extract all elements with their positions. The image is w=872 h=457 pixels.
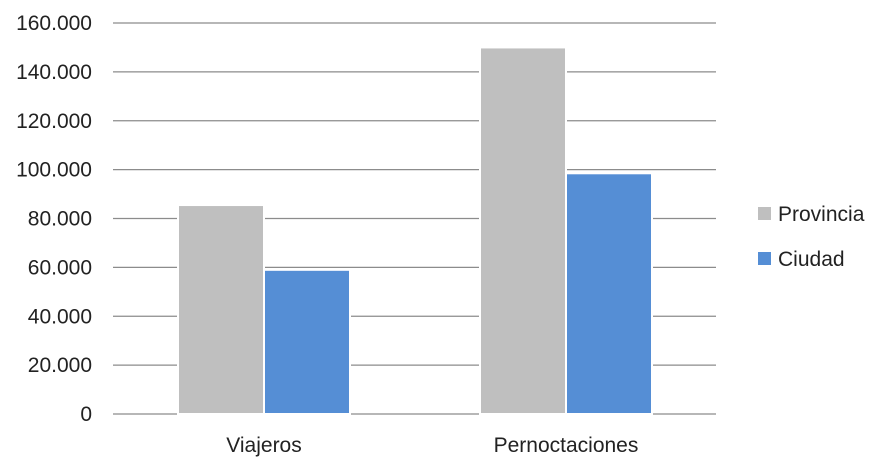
legend-label-ciudad: Ciudad [778, 248, 845, 271]
x-category-label: Pernoctaciones [494, 434, 639, 457]
legend-swatch-provincia [758, 207, 771, 220]
bar-ciudad-viajeros [263, 268, 351, 415]
y-tick-label: 100.000 [16, 159, 92, 182]
y-tick-label: 60.000 [28, 256, 92, 279]
x-axis-categories: Viajeros Pernoctaciones [226, 434, 638, 457]
bars [177, 46, 653, 415]
x-category-label: Viajeros [226, 434, 302, 457]
bar-provincia-pernoctaciones [479, 46, 567, 415]
y-tick-label: 120.000 [16, 110, 92, 133]
bar-ciudad-pernoctaciones [565, 172, 653, 415]
legend-label-provincia: Provincia [778, 203, 865, 226]
legend-swatch-ciudad [758, 252, 771, 265]
bar-provincia-viajeros [177, 204, 265, 415]
y-tick-label: 160.000 [16, 12, 92, 35]
y-tick-label: 140.000 [16, 61, 92, 84]
legend: Provincia Ciudad [758, 203, 865, 271]
y-tick-label: 40.000 [28, 305, 92, 328]
y-axis-ticks: 0 20.000 40.000 60.000 80.000 100.000 120.000 1… [16, 12, 92, 426]
y-tick-label: 0 [80, 403, 92, 426]
y-tick-label: 20.000 [28, 354, 92, 377]
y-tick-label: 80.000 [28, 208, 92, 231]
